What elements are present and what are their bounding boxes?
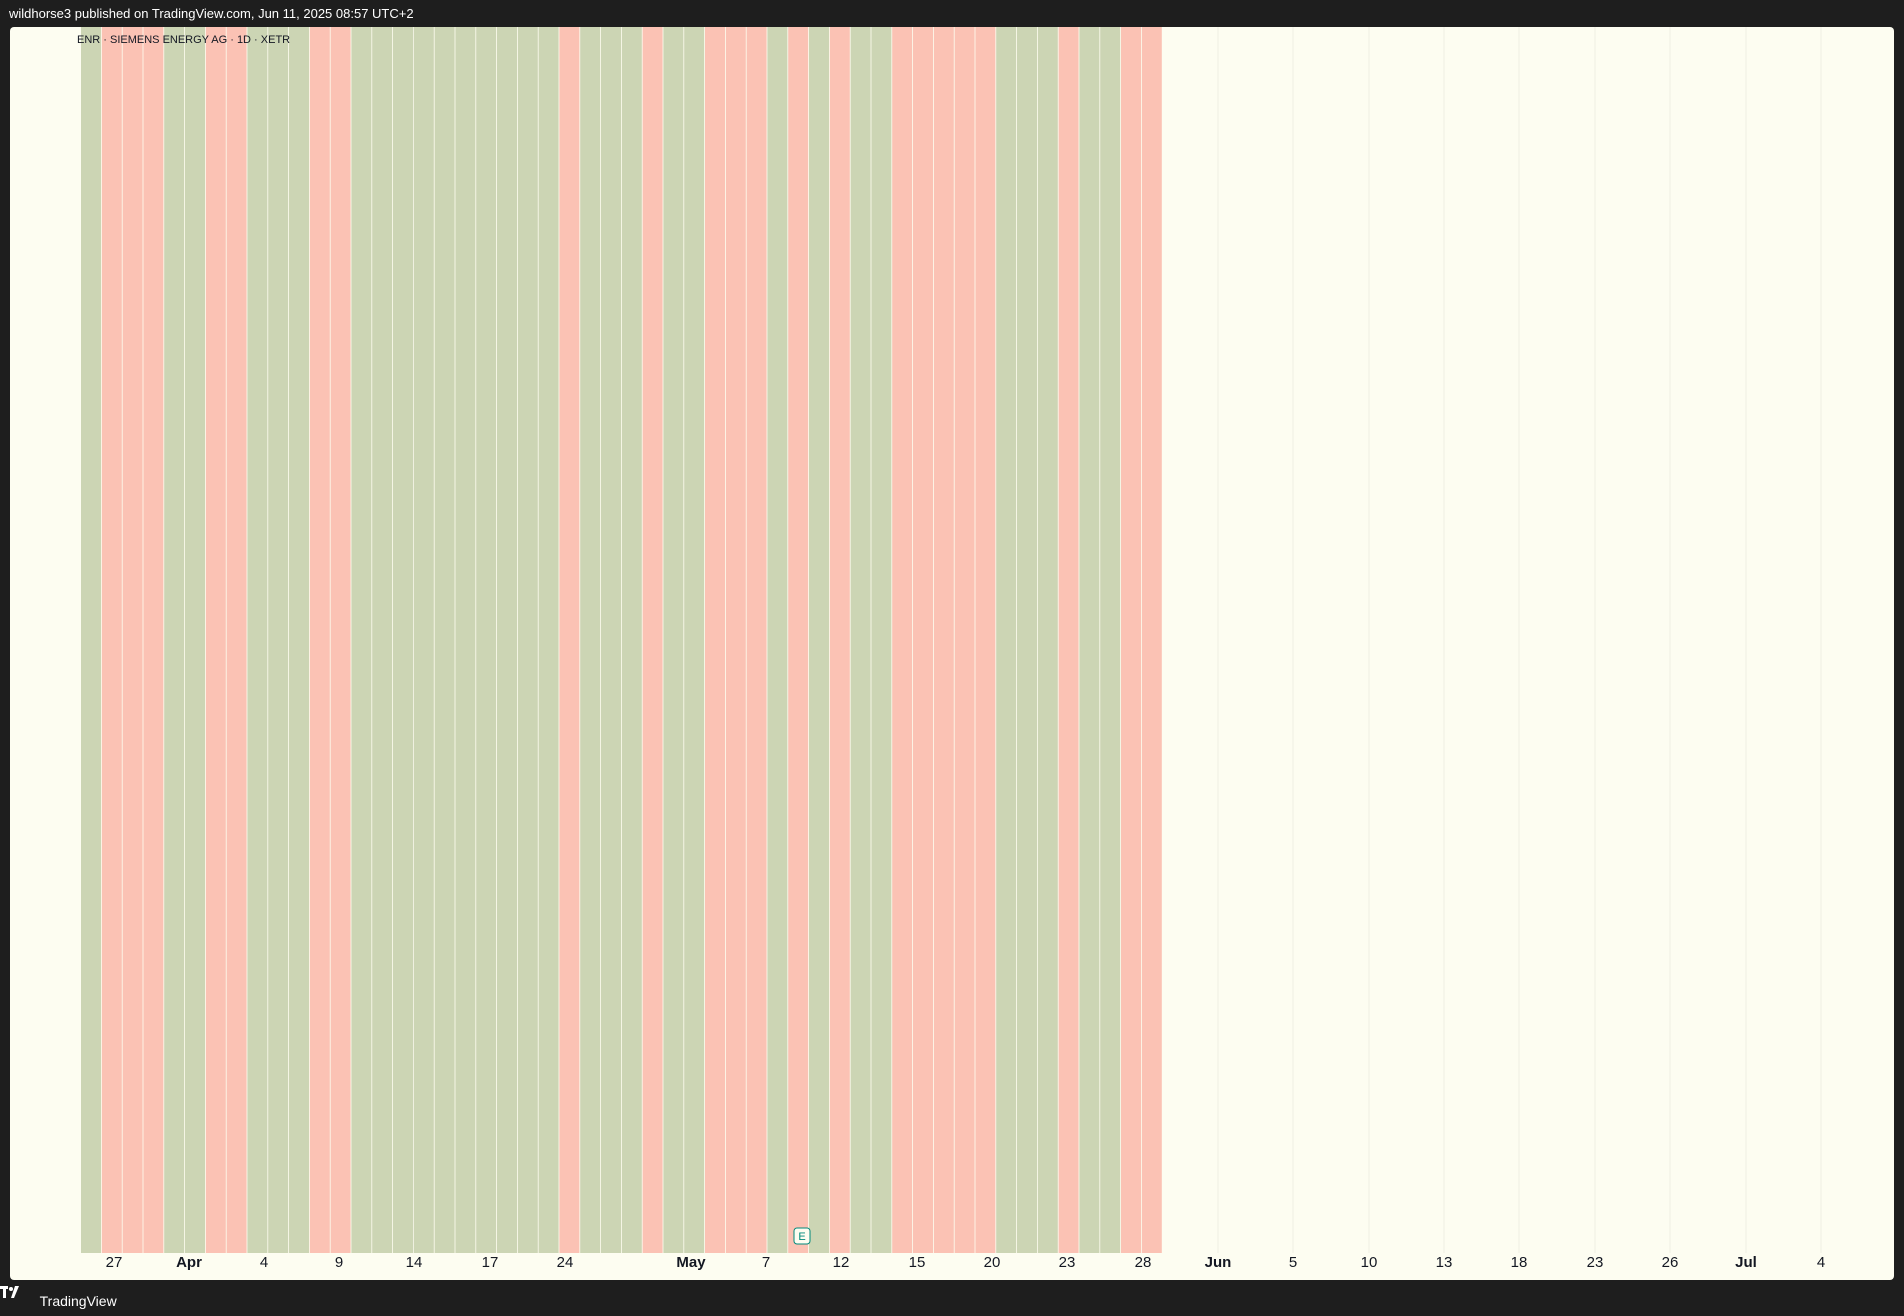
volume-bar (1079, 27, 1100, 1253)
volume-bar (767, 27, 788, 1254)
symbol-legend: ENR · SIEMENS ENERGY AG · 1D · XETR (77, 34, 290, 46)
volume-bar (933, 27, 954, 1254)
volume-bar (954, 27, 975, 1253)
volume-bar (81, 27, 101, 1253)
volume-bar (413, 27, 434, 1253)
volume-bars (81, 27, 1162, 1254)
x-tick-label: 10 (1361, 1254, 1378, 1271)
volume-bar (1058, 27, 1079, 1253)
x-tick-label: 27 (106, 1254, 123, 1271)
volume-bar (746, 27, 767, 1254)
x-tick-label: 13 (1436, 1254, 1453, 1271)
volume-bar (517, 27, 538, 1254)
volume-bar (871, 27, 892, 1253)
x-tick-label: 7 (762, 1254, 770, 1271)
earnings-marker[interactable]: E (793, 1227, 811, 1245)
volume-bar (247, 27, 268, 1254)
x-tick-label: 9 (335, 1254, 343, 1271)
volume-bar (1121, 27, 1141, 1254)
volume-bar (601, 27, 621, 1254)
volume-bar (393, 27, 413, 1253)
x-tick-label: Apr (176, 1254, 202, 1271)
volume-bar (788, 27, 809, 1253)
x-tick-label: Jul (1735, 1254, 1757, 1271)
x-tick-label: 20 (984, 1254, 1001, 1271)
volume-bar (164, 27, 185, 1253)
volume-bar (996, 27, 1017, 1253)
volume-bar (122, 27, 143, 1253)
volume-bar (809, 27, 829, 1253)
x-tick-label: 23 (1059, 1254, 1076, 1271)
time-axis-labels: 27 Apr 4 9 14 17 24 May 7 12 15 20 23 28 Jun 5 10 13 18 23 2… (106, 1254, 1826, 1271)
volume-bar (1141, 27, 1162, 1253)
volume-bar (185, 27, 205, 1253)
volume-bar (913, 27, 933, 1254)
volume-bar (455, 27, 476, 1253)
x-tick-label: 5 (1289, 1254, 1297, 1271)
volume-bar (829, 27, 850, 1254)
x-tick-label: 4 (260, 1254, 268, 1271)
volume-bar (268, 27, 289, 1253)
x-tick-label: 17 (482, 1254, 499, 1271)
x-tick-label: May (676, 1254, 706, 1271)
volume-bar (143, 27, 164, 1253)
x-tick-label: Jun (1205, 1254, 1232, 1271)
x-tick-label: 14 (406, 1254, 423, 1271)
chart-area[interactable]: 112.00104.0099.0094.0081.0077.0073.0069.… (10, 27, 1894, 1280)
volume-bar (1100, 27, 1121, 1253)
volume-bar (309, 27, 330, 1253)
volume-bar (621, 27, 642, 1253)
x-tick-label: 24 (557, 1254, 574, 1271)
volume-bar (205, 27, 226, 1254)
volume-bar (663, 27, 684, 1254)
volume-bar (975, 27, 996, 1254)
volume-bar (330, 27, 351, 1254)
volume-bar (538, 27, 559, 1254)
volume-bar (289, 27, 309, 1254)
x-tick-label: 28 (1135, 1254, 1152, 1271)
volume-bar (684, 27, 705, 1254)
x-tick-label: 15 (909, 1254, 926, 1271)
volume-bar (1037, 27, 1058, 1254)
tradingview-logo-icon (0, 1286, 30, 1308)
price-chart[interactable]: 112.00104.0099.0094.0081.0077.0073.0069.… (10, 27, 1894, 1280)
volume-bar (559, 27, 580, 1253)
x-tick-label: 26 (1662, 1254, 1679, 1271)
published-header: wildhorse3 published on TradingView.com,… (0, 0, 1904, 27)
volume-bar (497, 27, 517, 1254)
volume-bar (580, 27, 601, 1253)
volume-bar (850, 27, 871, 1253)
published-text: wildhorse3 published on TradingView.com,… (9, 6, 414, 21)
x-tick-label: 12 (833, 1254, 850, 1271)
tradingview-footer: TradingView (0, 1286, 1904, 1316)
volume-bar (892, 27, 913, 1254)
volume-bar (226, 27, 247, 1253)
volume-bar (705, 27, 725, 1253)
volume-bar (725, 27, 746, 1253)
volume-bar (351, 27, 372, 1254)
volume-bar (642, 27, 663, 1253)
x-tick-label: 18 (1511, 1254, 1528, 1271)
x-tick-label: 4 (1817, 1254, 1825, 1271)
x-tick-label: 23 (1587, 1254, 1604, 1271)
volume-bar (1017, 27, 1037, 1253)
tradingview-brand: TradingView (39, 1293, 117, 1309)
volume-bar (434, 27, 455, 1253)
volume-bar (372, 27, 393, 1253)
volume-bar (101, 27, 122, 1254)
volume-bar (476, 27, 497, 1254)
earnings-marker-label: E (798, 1231, 805, 1243)
